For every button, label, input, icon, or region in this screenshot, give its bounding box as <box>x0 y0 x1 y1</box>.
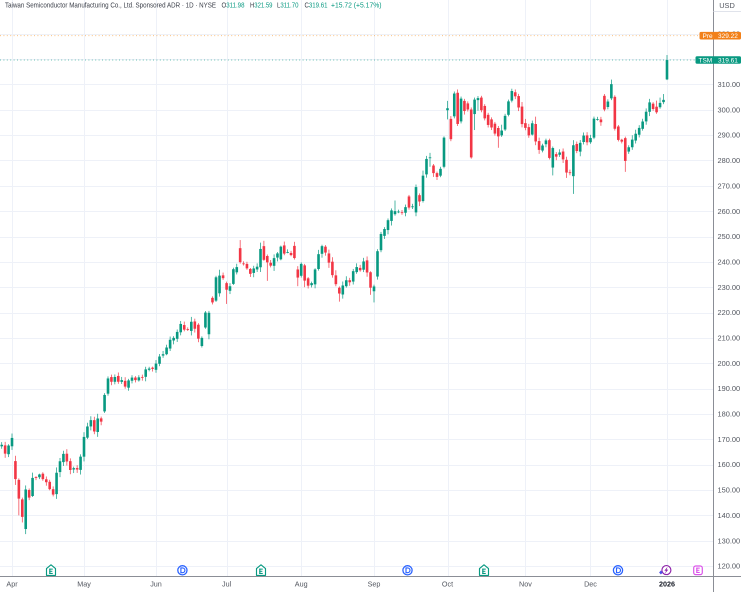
svg-text:130.00: 130.00 <box>718 536 741 545</box>
svg-text:Dec: Dec <box>584 580 597 589</box>
svg-text:120.00: 120.00 <box>718 562 741 571</box>
svg-text:170.00: 170.00 <box>718 435 741 444</box>
svg-text:319.61: 319.61 <box>718 58 738 65</box>
svg-text:Oct: Oct <box>442 580 453 589</box>
svg-text:180.00: 180.00 <box>718 410 741 419</box>
svg-text:H321.59: H321.59 <box>250 1 273 10</box>
svg-text:220.00: 220.00 <box>718 308 741 317</box>
svg-text:TSM: TSM <box>699 58 713 65</box>
svg-text:Jul: Jul <box>222 580 232 589</box>
svg-text:May: May <box>77 580 91 589</box>
svg-text:230.00: 230.00 <box>718 283 741 292</box>
svg-text:190.00: 190.00 <box>718 384 741 393</box>
svg-text:250.00: 250.00 <box>718 232 741 241</box>
svg-text:240.00: 240.00 <box>718 258 741 267</box>
svg-text:200.00: 200.00 <box>718 359 741 368</box>
svg-text:310.00: 310.00 <box>718 80 741 89</box>
svg-text:Nov: Nov <box>519 580 532 589</box>
svg-text:Apr: Apr <box>6 580 18 589</box>
svg-text:290.00: 290.00 <box>718 131 741 140</box>
svg-text:L311.70: L311.70 <box>277 1 299 10</box>
svg-text:260.00: 260.00 <box>718 207 741 216</box>
svg-text:Jun: Jun <box>150 580 162 589</box>
svg-text:280.00: 280.00 <box>718 156 741 165</box>
svg-text:2026: 2026 <box>659 580 675 589</box>
svg-text:O311.98: O311.98 <box>222 1 245 10</box>
svg-text:Sep: Sep <box>368 580 381 589</box>
svg-text:Aug: Aug <box>295 580 308 589</box>
svg-text:USD: USD <box>719 1 735 10</box>
svg-text:Pre: Pre <box>703 33 714 40</box>
svg-text:140.00: 140.00 <box>718 511 741 520</box>
svg-text:150.00: 150.00 <box>718 486 741 495</box>
svg-text:+15.72 (+5.17%): +15.72 (+5.17%) <box>331 1 382 10</box>
svg-text:210.00: 210.00 <box>718 334 741 343</box>
svg-text:270.00: 270.00 <box>718 181 741 190</box>
svg-text:300.00: 300.00 <box>718 105 741 114</box>
svg-text:C319.61: C319.61 <box>305 1 328 10</box>
svg-text:329.22: 329.22 <box>718 33 738 40</box>
svg-text:Taiwan Semiconductor Manufactu: Taiwan Semiconductor Manufacturing Co., … <box>5 1 216 10</box>
svg-text:160.00: 160.00 <box>718 460 741 469</box>
